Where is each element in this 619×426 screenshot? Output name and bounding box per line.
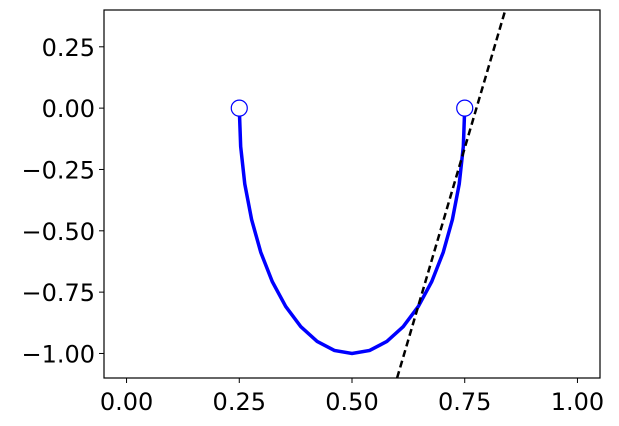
y-tick-label: −1.00 [21, 340, 95, 368]
x-tick-label: 0.50 [325, 388, 378, 416]
y-tick-label: 0.25 [42, 34, 95, 62]
y-tick-label: 0.00 [42, 95, 95, 123]
series-line [237, 108, 467, 356]
y-tick-label: −0.75 [21, 279, 95, 307]
point-marker [230, 99, 248, 117]
x-tick-label: 0.25 [213, 388, 266, 416]
x-tick-label: 0.00 [100, 388, 153, 416]
plot-area [230, 10, 507, 378]
y-tick-label: −0.50 [21, 218, 95, 246]
point-marker [456, 99, 474, 117]
x-tick-label: 1.00 [551, 388, 604, 416]
x-tick-label: 0.75 [438, 388, 491, 416]
y-tick-label: −0.25 [21, 156, 95, 184]
series-line [395, 10, 507, 378]
axes-frame [103, 9, 601, 379]
